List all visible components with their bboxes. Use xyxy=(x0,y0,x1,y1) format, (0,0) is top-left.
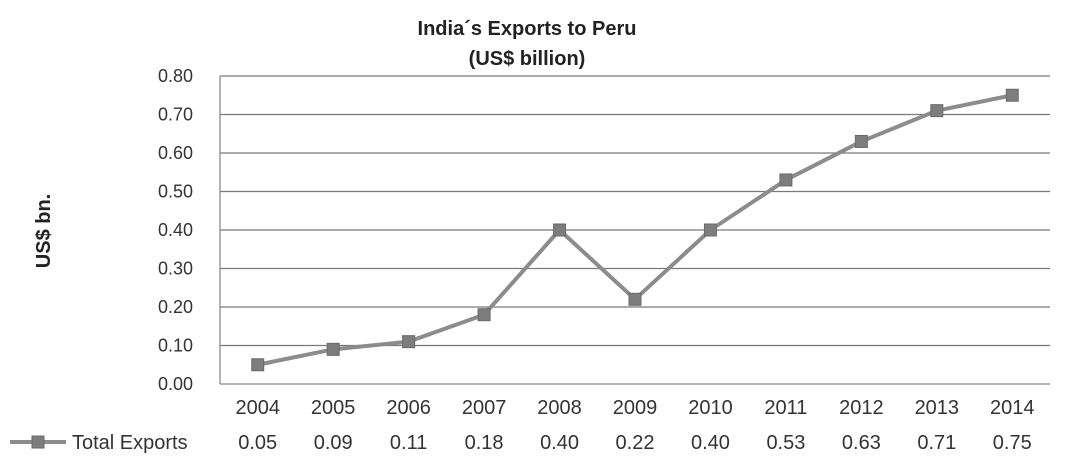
legend-marker xyxy=(31,435,45,449)
x-tick-label: 2010 xyxy=(688,397,733,419)
data-table-value: 0.40 xyxy=(540,432,579,454)
y-tick-label: 0.10 xyxy=(158,336,193,356)
y-axis-ticks: 0.00 0.10 0.20 0.30 0.40 0.50 0.60 0.70 0.80 xyxy=(158,66,193,394)
y-tick-label: 0.40 xyxy=(158,220,193,240)
y-tick-label: 0.50 xyxy=(158,182,193,202)
x-tick-label: 2006 xyxy=(386,397,431,419)
data-table-value: 0.75 xyxy=(993,432,1032,454)
gridlines xyxy=(219,75,1050,385)
y-tick-label: 0.60 xyxy=(158,143,193,163)
chart-title: India´s Exports to Peru xyxy=(418,18,637,40)
data-table-value: 0.63 xyxy=(842,432,881,454)
series-total-exports xyxy=(251,88,1019,372)
x-tick-label: 2012 xyxy=(839,397,884,419)
data-point xyxy=(1005,88,1019,102)
data-point xyxy=(326,342,340,356)
x-tick-label: 2009 xyxy=(613,397,658,419)
y-tick-label: 0.00 xyxy=(158,374,193,394)
y-tick-label: 0.70 xyxy=(158,105,193,125)
data-point xyxy=(553,223,567,237)
data-table-value: 0.18 xyxy=(465,432,504,454)
x-tick-label: 2004 xyxy=(235,397,280,419)
y-tick-label: 0.20 xyxy=(158,297,193,317)
data-table-value: 0.05 xyxy=(238,432,277,454)
x-axis-categories: 2004 2005 2006 2007 2008 2009 2010 2011 2012 2013… xyxy=(235,397,1034,419)
data-table-value: 0.11 xyxy=(390,432,427,454)
y-axis-label: US$ bn. xyxy=(33,194,55,268)
data-table-value: 0.71 xyxy=(917,432,956,454)
data-table-value: 0.53 xyxy=(766,432,805,454)
data-point xyxy=(477,308,491,322)
data-point xyxy=(628,292,642,306)
x-tick-label: 2008 xyxy=(537,397,582,419)
data-point xyxy=(251,358,265,372)
x-tick-label: 2013 xyxy=(915,397,960,419)
x-tick-label: 2005 xyxy=(311,397,356,419)
chart-subtitle: (US$ billion) xyxy=(469,48,586,70)
legend-label-total-exports: Total Exports xyxy=(72,432,188,454)
data-point xyxy=(703,223,717,237)
data-table-value: 0.22 xyxy=(616,432,655,454)
data-point xyxy=(402,335,416,349)
x-tick-label: 2007 xyxy=(462,397,507,419)
x-tick-label: 2011 xyxy=(764,397,807,419)
data-table-value: 0.09 xyxy=(314,432,353,454)
legend: Total Exports xyxy=(10,432,188,454)
y-tick-label: 0.30 xyxy=(158,259,193,279)
x-tick-label: 2014 xyxy=(990,397,1035,419)
data-point xyxy=(854,134,868,148)
data-point xyxy=(930,104,944,118)
data-point xyxy=(779,173,793,187)
y-tick-label: 0.80 xyxy=(158,66,193,86)
data-table-row: 0.05 0.09 0.11 0.18 0.40 0.22 0.40 0.53 0.63 0.71… xyxy=(238,432,1031,454)
data-table-value: 0.40 xyxy=(691,432,730,454)
